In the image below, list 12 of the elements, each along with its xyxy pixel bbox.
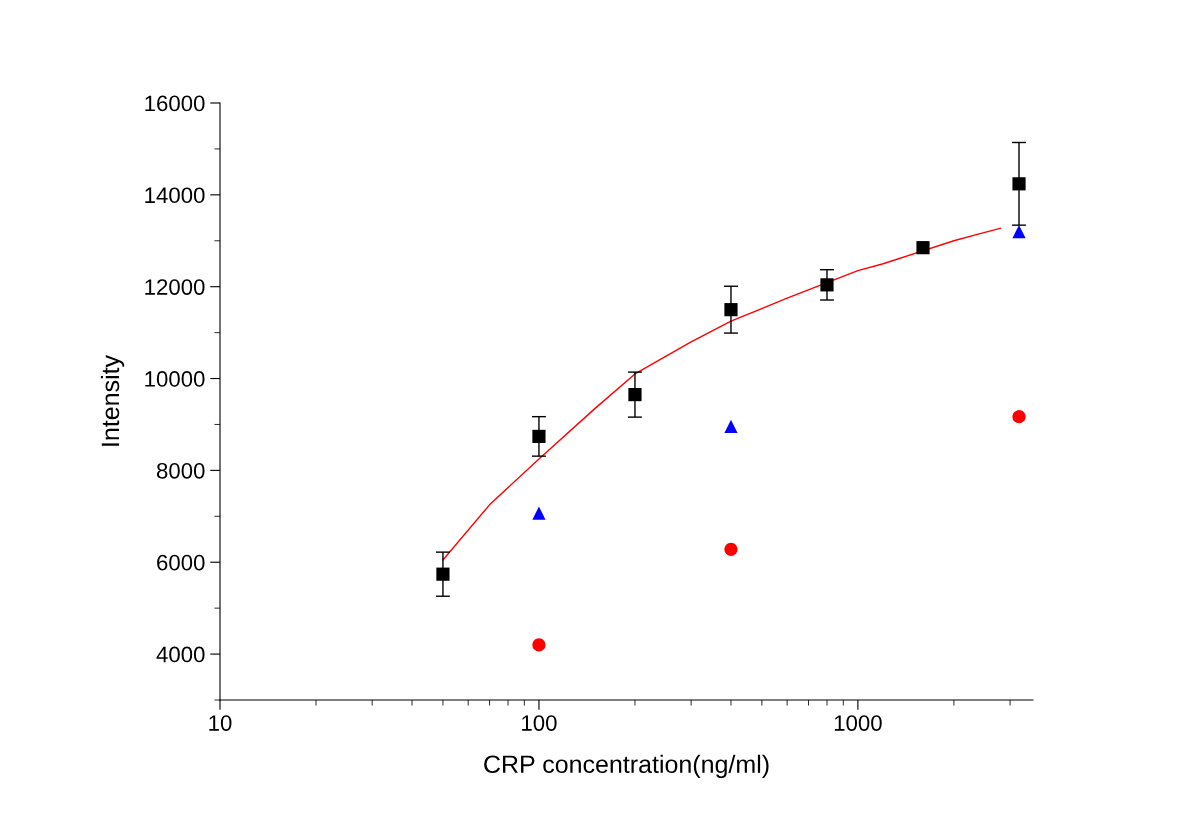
x-tick-label: 100 bbox=[522, 715, 557, 731]
y-tick-label: 8000 bbox=[156, 462, 205, 479]
y-axis-title: Intensity bbox=[100, 354, 125, 446]
y-tick-label: 10000 bbox=[145, 371, 205, 387]
x-tick-label: 10 bbox=[209, 715, 232, 731]
x-axis-title: CRP concentration(ng/ml) bbox=[484, 754, 769, 779]
y-tick-label: 12000 bbox=[145, 279, 205, 295]
y-tick-label: 16000 bbox=[145, 95, 205, 112]
y-tick-label: 14000 bbox=[145, 187, 205, 204]
y-tick-label: 4000 bbox=[156, 646, 205, 663]
x-tick-label: 1000 bbox=[834, 715, 882, 731]
y-tick-label: 6000 bbox=[157, 554, 205, 571]
